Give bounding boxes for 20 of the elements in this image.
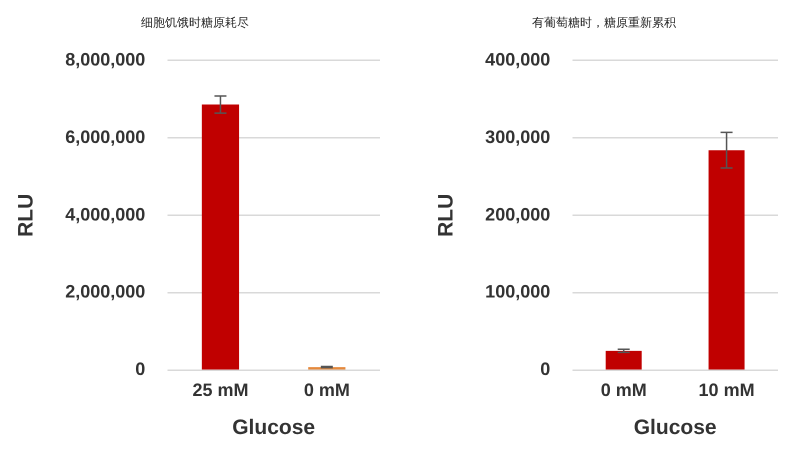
x-tick-label: 0 mM <box>304 380 350 400</box>
y-tick-label: 6,000,000 <box>65 126 146 147</box>
y-tick-label: 8,000,000 <box>65 49 146 70</box>
x-tick-label: 0 mM <box>600 380 647 400</box>
y-tick-label: 4,000,000 <box>65 204 146 224</box>
y-axis-title: RLU <box>14 194 38 237</box>
y-axis-title: RLU <box>434 194 458 237</box>
x-axis-title: Glucose <box>232 416 316 440</box>
y-tick-label: 0 <box>135 359 146 380</box>
x-tick-label: 10 mM <box>698 380 755 400</box>
y-tick-label: 2,000,000 <box>65 282 146 302</box>
y-tick-label: 100,000 <box>485 282 550 302</box>
x-axis-title: Glucose <box>634 416 717 440</box>
y-tick-label: 300,000 <box>485 126 550 147</box>
chart-title: 细胞饥饿时糖原耗尽 <box>141 15 249 30</box>
x-tick-label: 25 mM <box>192 380 248 400</box>
y-tick-label: 400,000 <box>485 49 550 70</box>
chart-title: 有葡萄糖时，糖原重新累积 <box>532 15 676 30</box>
y-tick-label: 200,000 <box>485 204 550 224</box>
y-tick-label: 0 <box>540 359 550 380</box>
